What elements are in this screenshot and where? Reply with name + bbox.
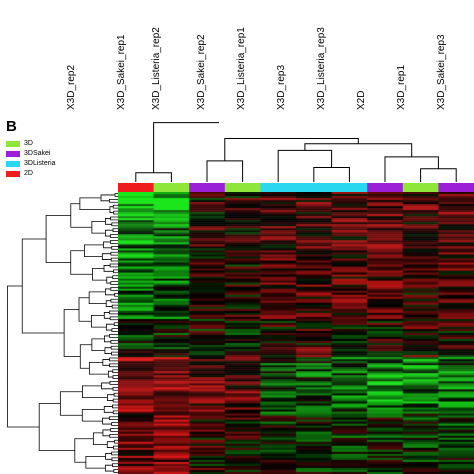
dendrogram-branch <box>420 168 457 182</box>
color-bar-cell <box>118 183 155 192</box>
dendrogram-branch <box>135 172 172 182</box>
legend-item: 3DSakei <box>6 149 56 158</box>
heatmap-matrix <box>118 192 474 474</box>
column-label-text: X2D <box>356 90 367 110</box>
color-bar-cell <box>260 183 297 192</box>
column-group-color-bar <box>118 183 474 192</box>
dendrogram-branch <box>313 166 350 182</box>
column-label-text: X3D_rep2 <box>66 64 77 110</box>
legend-label: 2D <box>24 170 33 177</box>
column-label-text: X3D_Listeria_rep3 <box>316 27 327 110</box>
column-dendrogram <box>135 122 457 182</box>
column-label-text: X3D_rep1 <box>396 64 407 110</box>
column-label-text: X3D_Sakei_rep2 <box>196 34 207 110</box>
dendrogram-branch <box>224 137 359 161</box>
column-label-text: X3D_rep3 <box>276 64 287 110</box>
dendrogram-branch <box>277 149 333 182</box>
column-label-text: X3D_Listeria_rep2 <box>151 27 162 110</box>
color-bar-cell <box>296 183 333 192</box>
legend: 3D 3DSakei 3DListeria 2D <box>6 139 56 179</box>
dendrogram-branch <box>153 122 220 173</box>
column-label-text: X3D_Listeria_rep1 <box>236 27 247 110</box>
color-bar-cell <box>402 183 439 192</box>
dendrogram-branch <box>304 143 413 157</box>
dendrogram-branch <box>384 156 439 182</box>
row-dendrogram <box>7 193 118 473</box>
legend-swatch <box>6 170 20 177</box>
row-dendrogram-branches <box>7 193 118 473</box>
column-label-text: X3D_Sakei_rep3 <box>436 34 447 110</box>
legend-label: 3D <box>24 140 33 147</box>
column-labels: X3D_rep2 X3D_Sakei_rep1 X3D_Listeria_rep2 X… <box>0 0 474 110</box>
legend-swatch <box>6 140 20 147</box>
legend-item: 2D <box>6 169 56 178</box>
legend-label: 3DListeria <box>24 160 56 167</box>
color-bar-cell <box>438 183 474 192</box>
panel-letter: B <box>6 118 17 135</box>
color-bar-cell <box>189 183 226 192</box>
color-bar-cell <box>331 183 368 192</box>
color-bar-cell <box>153 183 190 192</box>
legend-label: 3DSakei <box>24 150 51 157</box>
color-bar-cell <box>224 183 261 192</box>
legend-item: 3DListeria <box>6 159 56 168</box>
legend-swatch <box>6 150 20 157</box>
dendrogram-branch <box>206 160 244 182</box>
color-bar-cell <box>367 183 404 192</box>
legend-swatch <box>6 160 20 167</box>
legend-item: 3D <box>6 139 56 148</box>
column-label-text: X3D_Sakei_rep1 <box>116 34 127 110</box>
